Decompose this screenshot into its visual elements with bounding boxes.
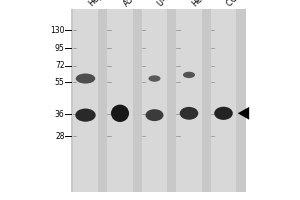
Text: A549: A549 xyxy=(122,0,142,8)
Ellipse shape xyxy=(111,105,129,122)
Polygon shape xyxy=(238,107,249,120)
Bar xyxy=(73,9,98,192)
Bar xyxy=(176,9,202,192)
Ellipse shape xyxy=(146,109,164,121)
Text: Hela: Hela xyxy=(190,0,210,8)
Ellipse shape xyxy=(76,74,95,84)
Bar xyxy=(142,9,167,192)
Ellipse shape xyxy=(180,107,198,120)
Text: 72: 72 xyxy=(55,61,64,70)
Ellipse shape xyxy=(148,75,160,82)
Bar xyxy=(107,9,133,192)
Ellipse shape xyxy=(214,107,233,120)
Bar xyxy=(211,9,236,192)
Text: 55: 55 xyxy=(55,78,64,87)
Text: 95: 95 xyxy=(55,44,64,53)
Text: U-87 MG: U-87 MG xyxy=(156,0,187,8)
Text: COLO 205: COLO 205 xyxy=(225,0,260,8)
Ellipse shape xyxy=(75,109,96,122)
Ellipse shape xyxy=(183,72,195,78)
Text: HepG2: HepG2 xyxy=(87,0,113,8)
Text: 28: 28 xyxy=(55,132,64,141)
Text: 36: 36 xyxy=(55,110,64,119)
Bar xyxy=(70,9,246,192)
Text: 130: 130 xyxy=(50,26,64,35)
